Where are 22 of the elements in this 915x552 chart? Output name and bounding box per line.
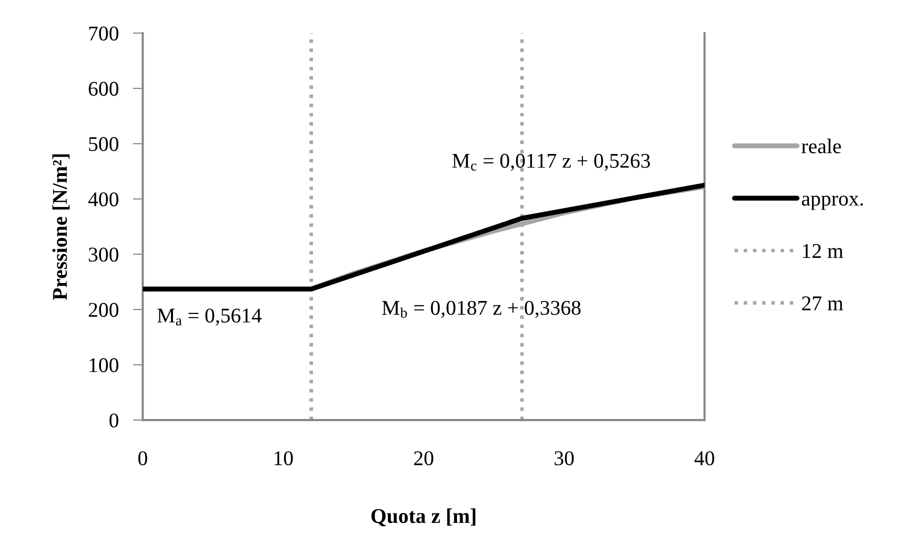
annotation: M$_{a}$ = 0,5614 (157, 308, 262, 326)
y-tick-label: 600 (88, 82, 118, 96)
x-tick-label: 20 (414, 451, 434, 466)
y-tick-label: 700 (89, 26, 118, 41)
y-tick-label: 300 (88, 248, 118, 262)
x-tick-label: 40 (694, 451, 714, 466)
y-tick-label: 0 (110, 413, 118, 428)
x-tick-label: 30 (554, 451, 574, 466)
annotation: M$_{b}$ = 0,0187 z + 0,3368 (382, 300, 581, 318)
legend-label: approx. (802, 196, 863, 210)
y-axis-title: Pressione [N/m²] (52, 154, 70, 300)
x-tick-label: 0 (138, 451, 148, 466)
y-tick-label: 400 (88, 192, 118, 206)
legend-label: reale (802, 138, 841, 154)
legend-label: 12 m (803, 244, 844, 258)
legend-label: 27 m (802, 296, 844, 310)
x-tick-label: 10 (274, 451, 293, 466)
y-tick-label: 100 (90, 358, 118, 372)
y-tick-label: 500 (89, 137, 118, 152)
annotation: M$_{c}$ = 0,0117 z + 0,5263 (452, 154, 650, 171)
y-tick-label: 200 (88, 302, 118, 317)
x-axis-title: Quota z [m] (371, 508, 476, 526)
